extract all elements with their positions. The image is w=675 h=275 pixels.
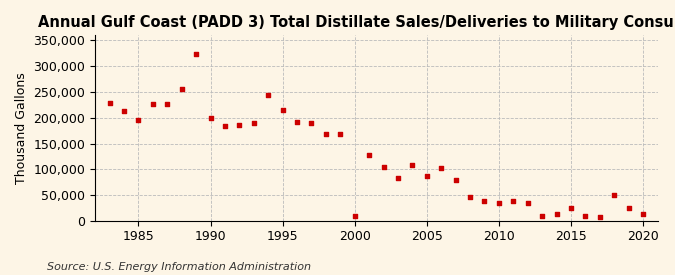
Point (219, 124, 230, 128)
Point (234, 123, 245, 127)
Point (306, 121, 317, 126)
Y-axis label: Thousand Gallons: Thousand Gallons (15, 72, 28, 184)
Point (350, 214, 360, 218)
Point (508, 199, 518, 204)
Point (248, 121, 259, 125)
Point (104, 101, 115, 105)
Point (464, 195, 475, 199)
Point (522, 200, 533, 205)
Point (119, 109, 130, 113)
Point (580, 213, 591, 218)
Point (176, 87, 187, 91)
Point (393, 175, 404, 180)
Point (479, 199, 490, 203)
Point (450, 177, 461, 182)
Point (638, 211, 649, 216)
Point (623, 206, 634, 210)
Point (133, 118, 144, 122)
Point (493, 200, 504, 205)
Point (321, 132, 331, 136)
Point (421, 174, 432, 179)
Point (378, 164, 389, 169)
Point (537, 213, 547, 218)
Point (191, 52, 202, 57)
Title: Annual Gulf Coast (PADD 3) Total Distillate Sales/Deliveries to Military Consume: Annual Gulf Coast (PADD 3) Total Distill… (38, 15, 675, 30)
Point (436, 166, 447, 170)
Point (407, 163, 418, 167)
Point (609, 193, 620, 197)
Point (364, 153, 375, 157)
Point (551, 212, 562, 216)
Text: Source: U.S. Energy Information Administration: Source: U.S. Energy Information Administ… (47, 262, 311, 272)
Point (205, 116, 216, 120)
Point (292, 120, 302, 125)
Point (162, 102, 173, 106)
Point (335, 132, 346, 136)
Point (595, 214, 605, 219)
Point (566, 206, 576, 210)
Point (263, 93, 273, 97)
Point (277, 107, 288, 112)
Point (147, 102, 158, 106)
